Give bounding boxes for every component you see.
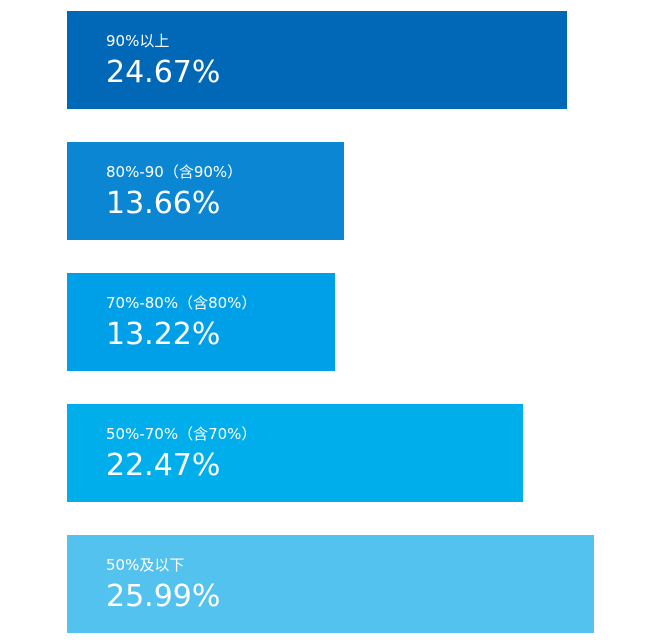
bar-1: 90%以上 24.67% [67,11,567,109]
bar-value-label: 13.22% [106,317,221,352]
bar-category-label: 50%及以下 [106,556,185,574]
bar-value-label: 25.99% [106,579,221,614]
bar-value-label: 13.66% [106,186,221,221]
bar-3: 70%-80%（含80%） 13.22% [67,273,335,371]
bar-5: 50%及以下 25.99% [67,535,594,633]
bar-category-label: 80%-90（含90%） [106,163,243,181]
bar-category-label: 50%-70%（含70%） [106,425,257,443]
bar-4: 50%-70%（含70%） 22.47% [67,404,523,502]
bar-value-label: 22.47% [106,448,221,483]
bar-2: 80%-90（含90%） 13.66% [67,142,344,240]
bar-category-label: 90%以上 [106,32,170,50]
bar-value-label: 24.67% [106,55,221,90]
bar-category-label: 70%-80%（含80%） [106,294,257,312]
